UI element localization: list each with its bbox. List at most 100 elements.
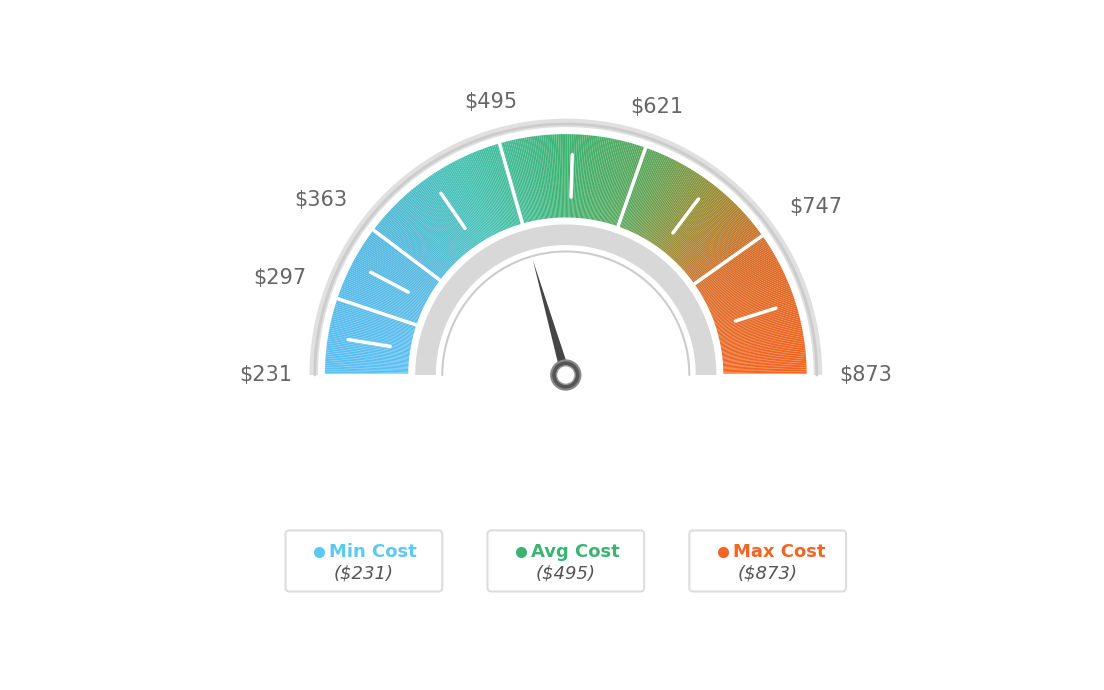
Polygon shape (664, 187, 723, 257)
Polygon shape (639, 160, 683, 240)
Polygon shape (648, 168, 699, 246)
Polygon shape (618, 145, 650, 230)
Polygon shape (332, 302, 418, 330)
Polygon shape (376, 219, 447, 278)
Polygon shape (446, 161, 491, 241)
Polygon shape (339, 284, 423, 318)
Polygon shape (560, 130, 563, 221)
Polygon shape (452, 158, 495, 239)
Polygon shape (352, 254, 432, 299)
Polygon shape (617, 144, 648, 230)
Polygon shape (322, 348, 413, 359)
Polygon shape (372, 225, 444, 282)
Polygon shape (487, 144, 517, 229)
Polygon shape (608, 140, 636, 228)
Polygon shape (645, 165, 692, 243)
Polygon shape (603, 138, 627, 226)
Text: ($495): ($495) (535, 564, 596, 583)
Polygon shape (664, 186, 722, 256)
Text: $363: $363 (294, 190, 348, 210)
Polygon shape (720, 364, 810, 369)
Polygon shape (712, 297, 798, 327)
Polygon shape (445, 161, 490, 242)
Polygon shape (469, 150, 506, 234)
Polygon shape (637, 158, 680, 239)
Polygon shape (670, 195, 733, 263)
Polygon shape (448, 160, 492, 240)
Polygon shape (321, 369, 412, 373)
Polygon shape (333, 297, 420, 327)
Polygon shape (640, 161, 686, 241)
Polygon shape (700, 254, 779, 299)
Polygon shape (347, 264, 428, 306)
Polygon shape (700, 255, 779, 301)
Polygon shape (636, 157, 679, 238)
Polygon shape (443, 163, 489, 242)
Polygon shape (537, 132, 549, 222)
Text: ($873): ($873) (737, 564, 798, 583)
Polygon shape (574, 131, 581, 221)
Polygon shape (719, 339, 808, 353)
Polygon shape (714, 307, 802, 333)
Polygon shape (718, 335, 807, 351)
Polygon shape (703, 266, 785, 307)
Polygon shape (596, 135, 615, 224)
Polygon shape (412, 184, 469, 255)
Polygon shape (323, 344, 413, 357)
Polygon shape (595, 135, 614, 224)
Polygon shape (720, 373, 810, 375)
Polygon shape (619, 146, 652, 231)
Polygon shape (713, 302, 799, 330)
Polygon shape (439, 165, 487, 243)
Polygon shape (696, 242, 772, 293)
Polygon shape (535, 132, 548, 222)
Polygon shape (325, 335, 414, 351)
Polygon shape (322, 354, 412, 363)
Text: $873: $873 (839, 365, 892, 385)
Polygon shape (432, 170, 482, 246)
Polygon shape (389, 205, 455, 268)
Polygon shape (455, 157, 497, 238)
Polygon shape (321, 371, 412, 374)
Polygon shape (530, 133, 544, 223)
Text: ($231): ($231) (333, 564, 394, 583)
Polygon shape (678, 208, 745, 270)
Polygon shape (340, 279, 424, 316)
Polygon shape (562, 130, 564, 221)
Polygon shape (393, 201, 458, 266)
Polygon shape (325, 337, 414, 352)
Polygon shape (544, 131, 554, 221)
Polygon shape (720, 366, 810, 370)
Polygon shape (488, 143, 518, 229)
Polygon shape (438, 166, 487, 244)
Polygon shape (694, 239, 771, 290)
Polygon shape (720, 362, 810, 368)
Polygon shape (531, 132, 545, 222)
Polygon shape (710, 288, 795, 322)
Polygon shape (404, 190, 465, 259)
Polygon shape (669, 193, 730, 261)
Polygon shape (322, 346, 413, 358)
Polygon shape (715, 320, 805, 342)
Polygon shape (690, 230, 764, 284)
Polygon shape (573, 131, 580, 221)
Polygon shape (493, 141, 522, 228)
Polygon shape (716, 324, 805, 344)
Polygon shape (697, 246, 774, 295)
Polygon shape (435, 168, 485, 245)
Polygon shape (512, 136, 533, 225)
Polygon shape (362, 237, 438, 289)
Polygon shape (353, 253, 433, 299)
Polygon shape (703, 264, 785, 306)
Polygon shape (606, 139, 633, 227)
Polygon shape (693, 237, 769, 289)
Polygon shape (403, 192, 464, 260)
Polygon shape (388, 206, 455, 270)
Polygon shape (503, 138, 528, 226)
Polygon shape (322, 350, 413, 360)
Polygon shape (511, 137, 532, 225)
Polygon shape (716, 322, 805, 343)
Polygon shape (665, 188, 724, 258)
Polygon shape (715, 318, 804, 340)
Polygon shape (363, 236, 439, 288)
